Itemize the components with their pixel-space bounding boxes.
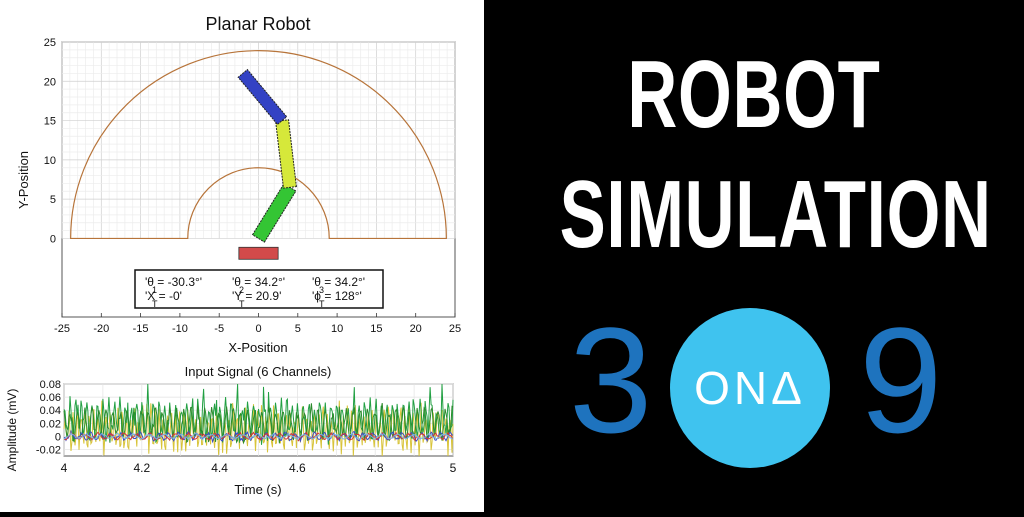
yt-subscript: T bbox=[239, 299, 245, 309]
y-tick-label: 5 bbox=[50, 194, 56, 206]
yt-readout: 'Y = 20.9' bbox=[232, 289, 281, 303]
theta3-readout: 'θ = 34.2°' bbox=[312, 275, 365, 289]
robot-plot-title: Planar Robot bbox=[205, 14, 310, 34]
x-tick-label: -20 bbox=[93, 323, 109, 335]
amplitude-tick-label: 0.02 bbox=[40, 418, 61, 430]
x-tick-label: -15 bbox=[133, 323, 149, 335]
time-tick-label: 4.2 bbox=[133, 461, 150, 475]
figure-canvas: Planar Robot -25 -20 -15 -10 -5 0 5 10 1… bbox=[5, 14, 461, 497]
amplitude-tick-label: -0.02 bbox=[36, 444, 61, 456]
y-tick-label: 10 bbox=[44, 155, 56, 167]
robot-link-2 bbox=[275, 119, 297, 189]
banner-digit-right: 9 bbox=[859, 296, 943, 464]
time-tick-label: 4.6 bbox=[289, 461, 306, 475]
robot-x-axis-label: X-Position bbox=[228, 340, 287, 355]
theta3-subscript: 3 bbox=[319, 285, 324, 295]
signal-channel-line bbox=[63, 432, 454, 441]
theta2-readout: 'θ = 34.2°' bbox=[232, 275, 285, 289]
signal-x-axis-label: Time (s) bbox=[234, 482, 281, 497]
x-tick-label: 10 bbox=[331, 323, 343, 335]
time-tick-label: 4.4 bbox=[211, 461, 228, 475]
signal-channel-line bbox=[63, 400, 454, 457]
signal-channel-line bbox=[63, 383, 454, 445]
y-tick-label: 25 bbox=[44, 37, 56, 49]
signal-y-ticks: 0.08 0.06 0.04 0.02 0 -0.02 bbox=[36, 379, 61, 456]
x-tick-label: -25 bbox=[54, 323, 70, 335]
robot-x-ticks: -25 -20 -15 -10 -5 0 5 10 15 20 25 bbox=[54, 323, 461, 335]
theta1-readout: 'θ = -30.3°' bbox=[145, 275, 202, 289]
robot-link-3 bbox=[237, 68, 288, 126]
amplitude-tick-label: 0.08 bbox=[40, 379, 61, 391]
title-banner: ROBOT SIMULATION 3 ONΔ 9 bbox=[484, 0, 1024, 512]
y-tick-label: 15 bbox=[44, 116, 56, 128]
signal-x-ticks: 4 4.2 4.4 4.6 4.8 5 bbox=[61, 461, 457, 475]
amplitude-tick-label: 0.06 bbox=[40, 392, 61, 404]
robot-base bbox=[238, 246, 279, 260]
readout-frame bbox=[134, 269, 384, 309]
x-tick-label: 15 bbox=[370, 323, 382, 335]
y-tick-label: 0 bbox=[50, 233, 56, 245]
xt-subscript: T bbox=[152, 299, 158, 309]
matlab-figure-panel: Planar Robot -25 -20 -15 -10 -5 0 5 10 1… bbox=[0, 0, 484, 512]
x-tick-label: 25 bbox=[449, 323, 461, 335]
amplitude-tick-label: 0 bbox=[55, 431, 61, 443]
xt-readout: 'X = -0' bbox=[145, 289, 182, 303]
robot-y-ticks: 25 20 15 10 5 0 bbox=[44, 37, 56, 245]
signal-channel-lines bbox=[63, 383, 454, 457]
amplitude-tick-label: 0.04 bbox=[40, 405, 61, 417]
time-tick-label: 5 bbox=[450, 461, 457, 475]
theta1-subscript: 1 bbox=[152, 285, 157, 295]
theta2-subscript: 2 bbox=[239, 285, 244, 295]
robot-plot-axes: -25 -20 -15 -10 -5 0 5 10 15 20 25 25 20… bbox=[16, 37, 461, 355]
banner-digit-left: 3 bbox=[569, 296, 653, 464]
ona-logo-circle: ONΔ bbox=[670, 308, 830, 468]
y-tick-label: 20 bbox=[44, 76, 56, 88]
phit-subscript: T bbox=[319, 299, 325, 309]
robot-plot-grid bbox=[61, 41, 456, 317]
signal-y-axis-label: Amplitude (mV) bbox=[5, 389, 19, 472]
time-tick-label: 4.8 bbox=[367, 461, 384, 475]
signal-channel-line bbox=[63, 403, 454, 445]
x-tick-label: 20 bbox=[410, 323, 422, 335]
signal-plot-title: Input Signal (6 Channels) bbox=[185, 364, 332, 379]
joint-readout-box: 'θ = -30.3°' 'θ = 34.2°' 'θ = 34.2°' 1 2… bbox=[134, 269, 384, 309]
time-tick-label: 4 bbox=[61, 461, 68, 475]
x-tick-label: -5 bbox=[214, 323, 224, 335]
signal-plot-axes: 4 4.2 4.4 4.6 4.8 5 0.08 0.06 0.04 0.02 … bbox=[5, 379, 457, 497]
x-tick-label: 5 bbox=[295, 323, 301, 335]
x-tick-label: 0 bbox=[255, 323, 261, 335]
banner-title-line-2: SIMULATION bbox=[559, 161, 992, 268]
workspace-boundary bbox=[70, 50, 447, 240]
ona-logo-text: ONΔ bbox=[694, 362, 806, 414]
x-tick-label: -10 bbox=[172, 323, 188, 335]
phit-readout: 'ϕ = 128°' bbox=[312, 289, 362, 303]
banner-title-line-1: ROBOT bbox=[627, 41, 881, 148]
robot-y-axis-label: Y-Position bbox=[16, 151, 31, 209]
